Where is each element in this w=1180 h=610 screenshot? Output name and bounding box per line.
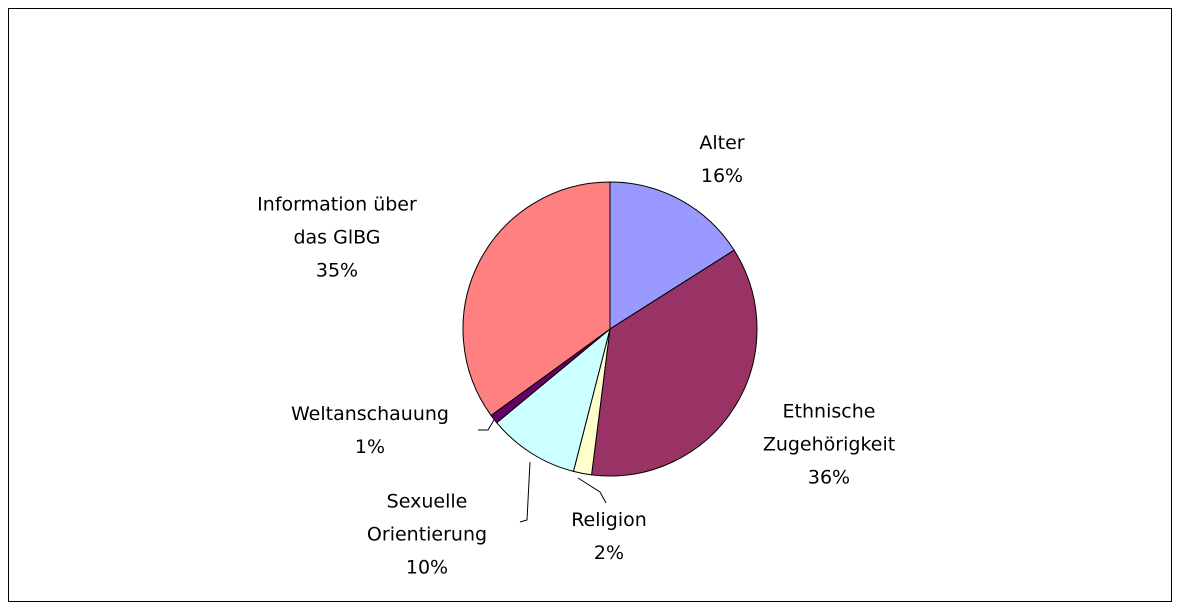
category-label: Alter [699,132,745,154]
leader-line [519,461,531,523]
value-label: 35% [315,259,359,282]
value-label: 16% [700,165,744,187]
pie-slice [591,249,758,477]
category-label: Sexuelle Orientierung [366,490,488,546]
value-label: 2% [593,542,625,564]
category-label: Information über das GlBG [257,193,417,249]
slice-label: Sexuelle Orientierung 10% [352,486,502,585]
leader-lines [478,419,607,523]
value-label: 1% [354,436,386,458]
pie-slice [609,181,735,330]
pie [462,181,758,477]
category-label: Religion [571,509,647,531]
chart-frame [8,8,1172,602]
category-label: Weltanschauung [291,403,449,425]
leader-line [478,419,495,431]
slice-label: Alter 16% [662,127,782,193]
slice-label: Weltanschauung 1% [255,398,485,464]
value-label: 36% [807,466,851,489]
category-label: Ethnische Zugehörigkeit [762,400,896,456]
leader-line [577,477,607,504]
slice-label: Ethnische Zugehörigkeit 36% [734,396,924,495]
pie-slice [462,181,611,417]
slice-label: Information über das GlBG 35% [245,189,430,288]
slice-label: Religion 2% [534,504,684,570]
pie-slice [496,327,611,472]
value-label: 10% [405,556,449,579]
